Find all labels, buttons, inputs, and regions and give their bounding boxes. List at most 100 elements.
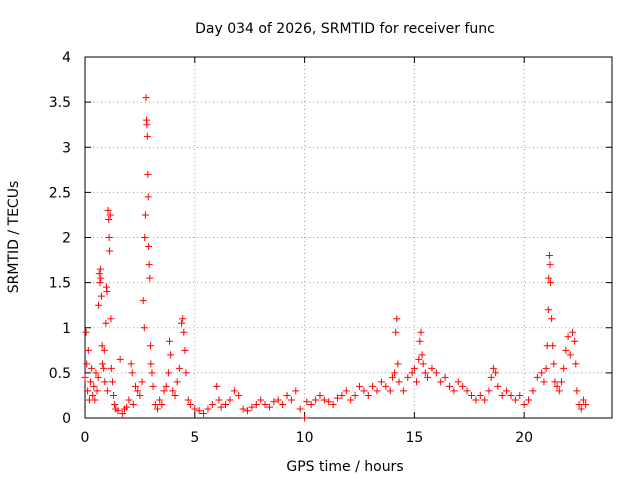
data-point bbox=[252, 400, 260, 408]
data-point bbox=[394, 360, 402, 368]
data-point bbox=[450, 387, 458, 395]
data-point bbox=[303, 398, 311, 406]
data-point bbox=[545, 274, 553, 282]
y-tick-labels: 0 0.5 1 1.5 2 2.5 3 3.5 4 bbox=[49, 50, 71, 427]
data-point bbox=[106, 211, 114, 219]
data-point bbox=[560, 364, 568, 372]
data-point bbox=[158, 400, 166, 408]
data-point bbox=[548, 315, 556, 323]
data-point bbox=[144, 193, 152, 201]
data-point bbox=[102, 319, 110, 327]
data-point bbox=[265, 403, 273, 411]
data-point bbox=[415, 355, 423, 363]
data-point bbox=[382, 382, 390, 390]
data-point bbox=[153, 405, 161, 413]
data-point bbox=[572, 360, 580, 368]
x-tick-label: 15 bbox=[405, 430, 423, 446]
data-point bbox=[410, 364, 418, 372]
data-point bbox=[413, 378, 421, 386]
data-point bbox=[146, 342, 154, 350]
data-point bbox=[549, 342, 557, 350]
data-point bbox=[494, 382, 502, 390]
data-point bbox=[257, 396, 265, 404]
y-tick-label: 0.5 bbox=[49, 366, 71, 382]
data-point bbox=[360, 387, 368, 395]
data-point bbox=[542, 364, 550, 372]
data-point bbox=[175, 364, 183, 372]
x-tick-label: 5 bbox=[190, 430, 199, 446]
data-point bbox=[393, 315, 401, 323]
y-axis-title: SRMTID / TECUs bbox=[6, 181, 22, 294]
y-tick-label: 3.5 bbox=[49, 95, 71, 111]
data-point bbox=[191, 405, 199, 413]
data-point bbox=[235, 391, 243, 399]
data-point bbox=[467, 391, 475, 399]
data-point bbox=[90, 382, 98, 390]
data-point bbox=[547, 279, 555, 287]
data-point bbox=[392, 328, 400, 336]
data-point bbox=[81, 373, 89, 381]
data-point bbox=[97, 274, 105, 282]
data-point bbox=[312, 396, 320, 404]
data-point bbox=[516, 391, 524, 399]
data-point bbox=[301, 414, 309, 422]
data-point bbox=[316, 391, 324, 399]
data-point bbox=[83, 360, 91, 368]
data-point bbox=[128, 369, 136, 377]
data-point bbox=[520, 400, 528, 408]
data-point bbox=[110, 391, 118, 399]
data-point bbox=[408, 369, 416, 377]
data-point bbox=[204, 405, 212, 413]
data-point bbox=[99, 360, 107, 368]
data-point bbox=[487, 373, 495, 381]
data-point bbox=[173, 378, 181, 386]
grid-lines bbox=[85, 57, 612, 418]
y-tick-label: 2 bbox=[62, 231, 71, 247]
data-point bbox=[98, 342, 106, 350]
y-tick-label: 2.5 bbox=[49, 185, 71, 201]
data-point bbox=[296, 405, 304, 413]
data-point bbox=[114, 407, 122, 415]
data-point bbox=[399, 387, 407, 395]
data-point bbox=[329, 400, 337, 408]
data-point bbox=[568, 328, 576, 336]
data-point bbox=[571, 337, 579, 345]
data-point bbox=[454, 378, 462, 386]
data-point bbox=[551, 378, 559, 386]
data-point bbox=[123, 403, 131, 411]
data-point bbox=[557, 378, 565, 386]
data-point bbox=[88, 364, 96, 372]
data-point bbox=[143, 121, 151, 129]
data-point bbox=[239, 405, 247, 413]
data-point bbox=[222, 400, 230, 408]
data-point bbox=[347, 396, 355, 404]
data-point bbox=[226, 396, 234, 404]
y-tick-label: 1.5 bbox=[49, 276, 71, 292]
data-point bbox=[553, 382, 561, 390]
data-point bbox=[432, 369, 440, 377]
data-point bbox=[489, 364, 497, 372]
data-point bbox=[243, 407, 251, 415]
x-axis-title: GPS time / hours bbox=[286, 459, 403, 475]
data-point bbox=[106, 247, 114, 255]
data-point bbox=[208, 400, 216, 408]
data-point bbox=[538, 369, 546, 377]
data-point bbox=[230, 387, 238, 395]
data-point bbox=[459, 382, 467, 390]
data-point bbox=[274, 396, 282, 404]
x-tick-label: 20 bbox=[515, 430, 533, 446]
data-point bbox=[96, 279, 104, 287]
data-point bbox=[416, 337, 424, 345]
data-point bbox=[91, 396, 99, 404]
data-point bbox=[82, 328, 90, 336]
data-point bbox=[149, 382, 157, 390]
data-point bbox=[546, 261, 554, 269]
data-point bbox=[129, 400, 137, 408]
data-point bbox=[84, 346, 92, 354]
data-point bbox=[167, 351, 175, 359]
data-point bbox=[96, 265, 104, 273]
data-point bbox=[171, 391, 179, 399]
data-point bbox=[564, 333, 572, 341]
data-point bbox=[307, 400, 315, 408]
